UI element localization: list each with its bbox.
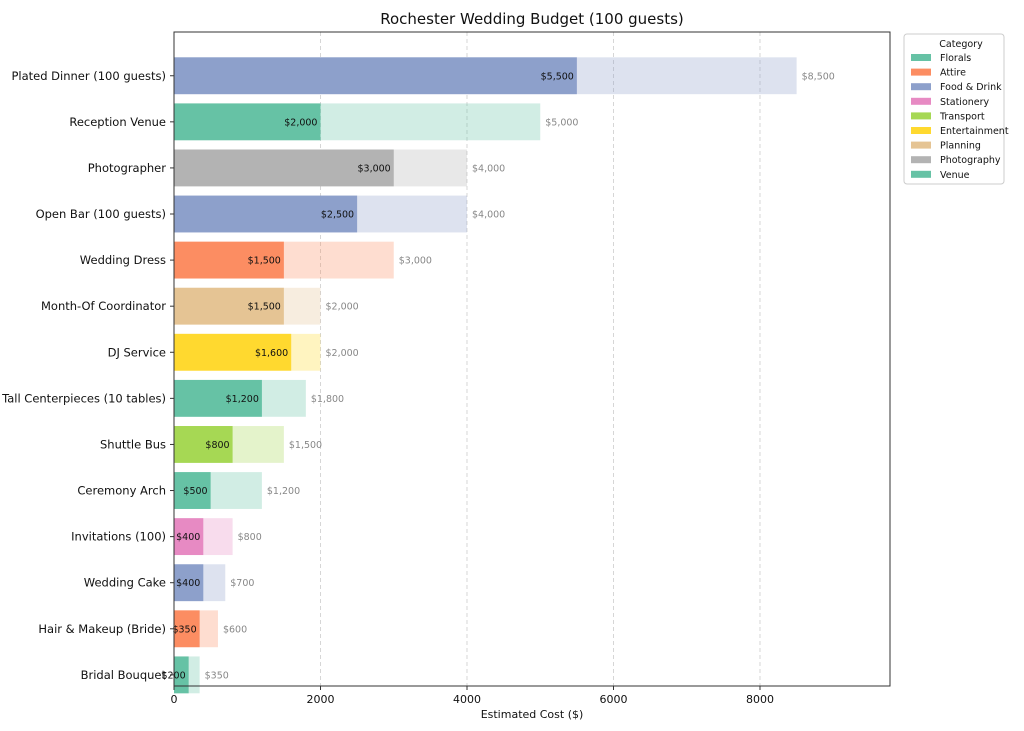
bar-high-label: $4,000	[472, 210, 505, 221]
legend: Category Florals Attire Food & Drink Statio…	[903, 33, 1009, 185]
bar-low-label: $400	[176, 578, 200, 589]
bar-low-label: $1,200	[226, 394, 259, 405]
bar-high-label: $5,000	[545, 117, 578, 128]
bar-low-label: $350	[172, 624, 196, 635]
bar-high-label: $1,200	[267, 486, 300, 497]
plot-frame	[173, 31, 891, 687]
bar-low	[174, 610, 200, 648]
legend-swatch	[911, 97, 931, 105]
legend-swatch	[911, 156, 931, 164]
x-tick-labels: 0 2000 4000 6000 8000	[171, 686, 774, 706]
bar-low	[174, 241, 284, 279]
bar-low-label: $3,000	[357, 163, 390, 174]
y-tick-label: Photographer	[88, 161, 167, 175]
bar-high-label: $4,000	[472, 163, 505, 174]
bar-low-label: $500	[183, 486, 207, 497]
legend-swatch	[911, 112, 931, 120]
bar-low-label: $2,000	[284, 117, 317, 128]
y-tick-label: Bridal Bouquet	[81, 668, 167, 682]
bar-low-label: $1,600	[255, 348, 288, 359]
legend-swatch	[911, 68, 931, 76]
bar-high-label: $600	[223, 624, 247, 635]
x-axis-label: Estimated Cost ($)	[481, 708, 584, 721]
legend-entry: Attire	[940, 68, 966, 79]
x-tick-label: 0	[171, 693, 178, 706]
bar-low-label: $1,500	[248, 256, 281, 267]
legend-swatch	[911, 127, 931, 134]
y-tick-label: Invitations (100)	[71, 530, 166, 544]
bar-low	[174, 287, 284, 325]
bar-low	[174, 472, 211, 509]
y-tick-label: Tall Centerpieces (10 tables)	[1, 391, 166, 405]
bar-high-label: $800	[238, 532, 262, 543]
bar-low	[174, 379, 262, 417]
y-tick-label: Month-Of Coordinator	[41, 299, 166, 313]
y-tick-label: DJ Service	[108, 345, 166, 359]
x-tick-label: 2000	[306, 693, 334, 706]
legend-title: Category	[939, 39, 983, 50]
y-tick-label: Shuttle Bus	[100, 437, 166, 451]
bar-low-label: $800	[205, 440, 229, 451]
y-tick-label: Wedding Cake	[84, 576, 166, 590]
bar-high-label: $2,000	[325, 348, 358, 359]
bar-high-label: $700	[230, 578, 254, 589]
bar-low	[174, 656, 189, 694]
bar-low	[174, 57, 577, 95]
legend-swatch	[911, 83, 931, 91]
legend-entry: Planning	[940, 141, 981, 152]
legend-entry: Food & Drink	[940, 82, 1002, 93]
legend-entry: Transport	[939, 111, 985, 122]
legend-swatch	[911, 141, 931, 149]
bar-high-label: $2,000	[325, 302, 358, 313]
x-tick-label: 8000	[746, 693, 774, 706]
chart-title: Rochester Wedding Budget (100 guests)	[380, 10, 684, 28]
y-tick-label: Ceremony Arch	[77, 484, 166, 498]
bar-low-label: $400	[176, 532, 200, 543]
bar-low-label: $2,500	[321, 210, 354, 221]
y-tick-label: Wedding Dress	[80, 253, 166, 267]
legend-entry: Entertainment	[940, 126, 1009, 137]
bar-high-label: $1,500	[289, 440, 322, 451]
legend-entry: Stationery	[940, 97, 990, 108]
y-tick-label: Open Bar (100 guests)	[36, 207, 166, 221]
legend-entry: Photography	[940, 155, 1001, 166]
x-tick-label: 4000	[453, 693, 481, 706]
bar-high-label: $1,800	[311, 394, 344, 405]
bar-high-label: $350	[205, 670, 229, 681]
legend-swatch	[911, 170, 931, 178]
x-tick-label: 6000	[599, 693, 627, 706]
bar-low	[174, 333, 292, 371]
gridlines	[320, 32, 761, 686]
bar-low	[174, 518, 204, 556]
y-tick-labels: Plated Dinner (100 guests) Reception Venu…	[1, 69, 174, 682]
bar-low	[174, 149, 394, 187]
bar-low	[174, 195, 358, 233]
bar-high-label: $3,000	[399, 256, 432, 267]
legend-swatch	[911, 54, 931, 61]
bar-low-label: $1,500	[248, 302, 281, 313]
legend-entry: Florals	[940, 53, 971, 64]
bars: $5,500 $8,500 $2,000 $5,000 $3,000 $4,000 $2,5…	[161, 57, 835, 694]
bar-low-label: $5,500	[541, 71, 574, 82]
y-tick-label: Hair & Makeup (Bride)	[38, 622, 166, 636]
y-tick-label: Reception Venue	[69, 115, 166, 129]
bar-high-label: $8,500	[802, 71, 835, 82]
bar-low	[174, 564, 204, 602]
y-tick-label: Plated Dinner (100 guests)	[11, 69, 166, 83]
legend-entry: Venue	[940, 170, 970, 181]
bar-low	[174, 103, 321, 141]
bar-low	[174, 426, 233, 463]
